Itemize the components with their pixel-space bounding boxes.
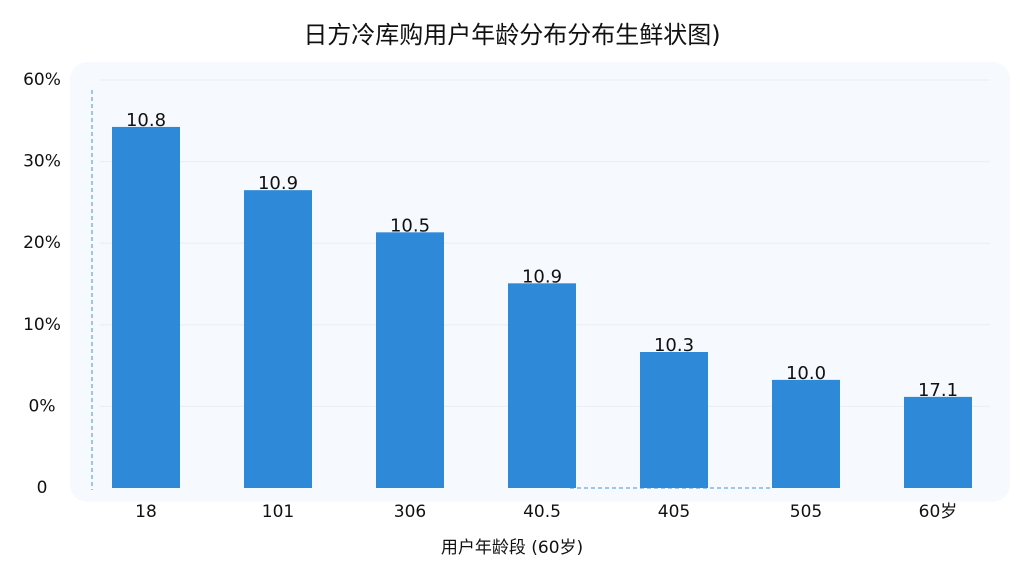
y-tick-label: 0	[37, 478, 48, 498]
bar-label: 10.5	[390, 215, 430, 236]
y-tick-label: 0%	[29, 396, 56, 416]
bar	[772, 379, 840, 488]
bar-label: 10.9	[522, 266, 562, 287]
x-tick-label: 18	[135, 502, 157, 522]
y-tick-label: 10%	[23, 315, 61, 335]
bar	[640, 352, 708, 488]
bar	[244, 190, 312, 488]
bar	[376, 232, 444, 488]
bar	[904, 396, 972, 488]
x-tick-label: 405	[658, 502, 690, 522]
bar-label: 10.9	[258, 173, 298, 194]
x-tick-label: 101	[262, 502, 294, 522]
x-tick-label: 60岁	[919, 502, 958, 522]
bar-label: 10.8	[126, 110, 166, 131]
chart-title: 日方冷库购用户年龄分布分布生鲜状图)	[303, 21, 720, 49]
bar-label: 10.0	[786, 363, 826, 384]
x-tick-label: 40.5	[523, 502, 561, 522]
y-tick-label: 20%	[23, 233, 61, 253]
bar	[112, 126, 180, 489]
bar	[508, 283, 576, 488]
bar-label: 17.1	[918, 380, 958, 401]
x-tick-label: 505	[790, 502, 822, 522]
y-tick-label: 60%	[23, 70, 61, 90]
x-axis-title: 用户年龄段 (60岁)	[441, 538, 583, 558]
bar-label: 10.3	[654, 335, 694, 356]
x-tick-label: 306	[394, 502, 426, 522]
y-tick-label: 30%	[23, 152, 61, 172]
